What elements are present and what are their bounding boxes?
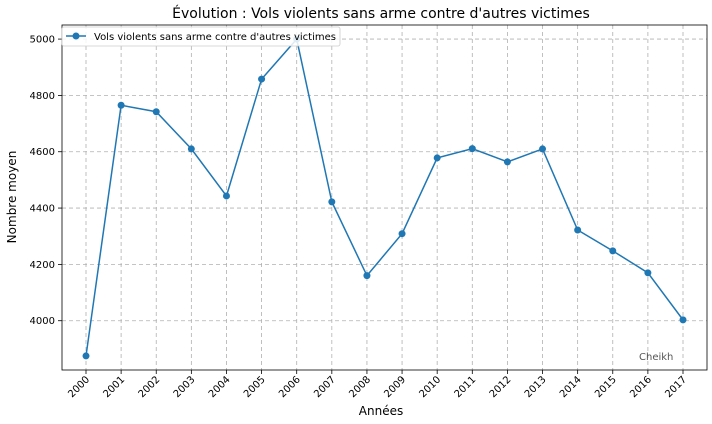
data-point-2015 bbox=[609, 247, 617, 255]
y-tick-label: 4000 bbox=[30, 316, 55, 327]
legend: Vols violents sans arme contre d'autres … bbox=[61, 26, 341, 47]
x-tick-label: 2012 bbox=[488, 374, 514, 400]
data-point-2005 bbox=[258, 75, 266, 83]
x-tick-label: 2007 bbox=[312, 374, 338, 400]
data-point-2012 bbox=[503, 158, 511, 166]
chart-title: Évolution : Vols violents sans arme cont… bbox=[172, 5, 590, 22]
x-tick-label: 2004 bbox=[207, 374, 233, 400]
x-tick-label: 2006 bbox=[277, 374, 303, 400]
y-axis-title: Nombre moyen bbox=[5, 151, 19, 244]
x-tick-label: 2011 bbox=[453, 374, 479, 400]
x-tick-label: 2017 bbox=[663, 374, 689, 400]
data-point-2013 bbox=[539, 145, 547, 153]
data-point-2014 bbox=[574, 226, 582, 234]
y-axis-ticks: 4000 4200 4400 4600 4800 5000 bbox=[30, 35, 62, 327]
x-tick-label: 2002 bbox=[137, 374, 163, 400]
y-tick-label: 4200 bbox=[30, 260, 55, 271]
data-point-2007 bbox=[328, 198, 336, 206]
x-tick-label: 2000 bbox=[66, 374, 92, 400]
x-tick-label: 2016 bbox=[628, 374, 654, 400]
y-tick-label: 4800 bbox=[30, 91, 55, 102]
x-tick-label: 2008 bbox=[347, 374, 373, 400]
data-point-2000 bbox=[82, 352, 90, 360]
data-point-2017 bbox=[679, 316, 687, 324]
y-tick-label: 4600 bbox=[30, 147, 55, 158]
data-point-2011 bbox=[468, 145, 476, 153]
grid-lines bbox=[62, 25, 707, 370]
x-tick-label: 2014 bbox=[558, 374, 584, 400]
x-tick-label: 2009 bbox=[382, 374, 408, 400]
legend-point-marker bbox=[72, 32, 80, 40]
data-point-2008 bbox=[363, 272, 371, 280]
legend-label: Vols violents sans arme contre d'autres … bbox=[94, 32, 336, 43]
series-layer bbox=[82, 35, 687, 360]
x-axis-title: Années bbox=[359, 404, 403, 418]
data-point-2010 bbox=[433, 154, 441, 162]
series-line bbox=[85, 37, 684, 357]
y-tick-label: 4400 bbox=[30, 204, 55, 215]
x-tick-label: 2010 bbox=[418, 374, 444, 400]
legend-box bbox=[61, 26, 341, 47]
watermark-annotation: Cheikh bbox=[639, 352, 673, 363]
data-point-2003 bbox=[187, 145, 195, 153]
data-point-2009 bbox=[398, 230, 406, 238]
x-tick-label: 2005 bbox=[242, 374, 268, 400]
x-tick-label: 2015 bbox=[593, 374, 619, 400]
data-point-2004 bbox=[222, 192, 230, 200]
x-tick-label: 2003 bbox=[172, 374, 198, 400]
x-tick-label: 2001 bbox=[101, 374, 127, 400]
x-tick-label: 2013 bbox=[523, 374, 549, 400]
x-axis-ticks: 2000 2001 2002 2003 2004 2005 2006 2007 2008 2009… bbox=[66, 370, 689, 400]
plot-area-frame bbox=[61, 24, 708, 371]
y-tick-label: 5000 bbox=[30, 35, 55, 46]
data-point-2002 bbox=[152, 108, 160, 116]
data-point-2016 bbox=[644, 269, 652, 277]
data-point-2001 bbox=[117, 101, 125, 109]
